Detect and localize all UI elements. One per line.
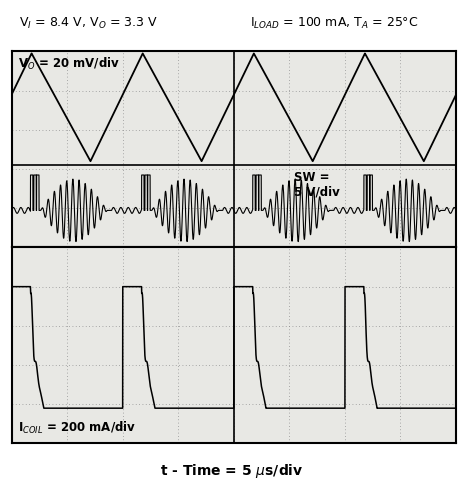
Text: t - Time = 5 $\mu$s/div: t - Time = 5 $\mu$s/div — [160, 463, 303, 480]
Text: SW =
5 V/div: SW = 5 V/div — [294, 171, 339, 199]
Text: V$_O$ = 20 mV/div: V$_O$ = 20 mV/div — [18, 56, 120, 73]
Text: V$_I$ = 8.4 V, V$_O$ = 3.3 V: V$_I$ = 8.4 V, V$_O$ = 3.3 V — [19, 16, 157, 31]
Text: I$_{COIL}$ = 200 mA/div: I$_{COIL}$ = 200 mA/div — [18, 419, 137, 436]
Text: I$_{LOAD}$ = 100 mA, T$_A$ = 25°C: I$_{LOAD}$ = 100 mA, T$_A$ = 25°C — [250, 16, 419, 31]
